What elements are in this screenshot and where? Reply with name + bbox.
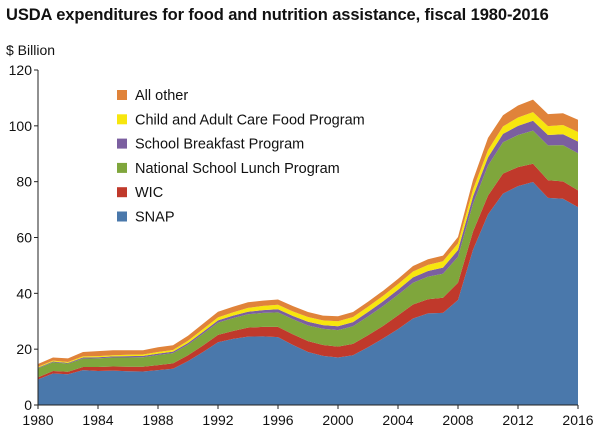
- x-tick-label: 1980: [22, 412, 53, 428]
- x-tick-label: 2008: [442, 412, 473, 428]
- x-tick-label: 2000: [322, 412, 353, 428]
- y-tick-label: 60: [16, 230, 32, 246]
- y-tick-label: 120: [9, 62, 33, 78]
- chart-areas: [38, 99, 578, 405]
- area-series-5: [38, 99, 578, 367]
- legend-label-1: WIC: [135, 185, 163, 201]
- legend-swatch-3: [117, 138, 127, 149]
- x-tick-label: 2004: [382, 412, 413, 428]
- y-tick-label: 0: [24, 397, 32, 413]
- legend-swatch-1: [117, 187, 127, 198]
- x-tick-label: 1996: [262, 412, 293, 428]
- legend-swatch-0: [117, 211, 127, 222]
- y-tick-label: 80: [16, 174, 32, 190]
- y-axis-unit-label: $ Billion: [6, 42, 56, 58]
- x-tick-label: 2016: [562, 412, 593, 428]
- chart-axes: 0 20 40 60 80 100 120 1980 1984 1988 1992 1996 2000 2…: [9, 62, 594, 428]
- legend-label-4: Child and Adult Care Food Program: [135, 112, 365, 128]
- legend-label-3: School Breakfast Program: [135, 137, 304, 153]
- x-tick-label: 2012: [502, 412, 533, 428]
- legend-label-5: All other: [135, 88, 188, 104]
- chart-title: USDA expenditures for food and nutrition…: [6, 6, 549, 24]
- x-tick-label: 1988: [142, 412, 173, 428]
- legend-label-2: National School Lunch Program: [135, 161, 340, 177]
- y-tick-label: 100: [9, 118, 33, 134]
- chart-legend: All other Child and Adult Care Food Progr…: [117, 88, 365, 226]
- legend-label-0: SNAP: [135, 210, 175, 226]
- area-series-2: [38, 130, 578, 378]
- legend-swatch-2: [117, 162, 127, 173]
- x-tick-label: 1984: [82, 412, 113, 428]
- area-series-0: [38, 181, 578, 405]
- y-tick-label: 40: [16, 285, 32, 301]
- legend-swatch-5: [117, 90, 127, 100]
- legend-swatch-4: [117, 114, 127, 125]
- y-tick-label: 20: [16, 341, 32, 357]
- x-tick-label: 1992: [202, 412, 233, 428]
